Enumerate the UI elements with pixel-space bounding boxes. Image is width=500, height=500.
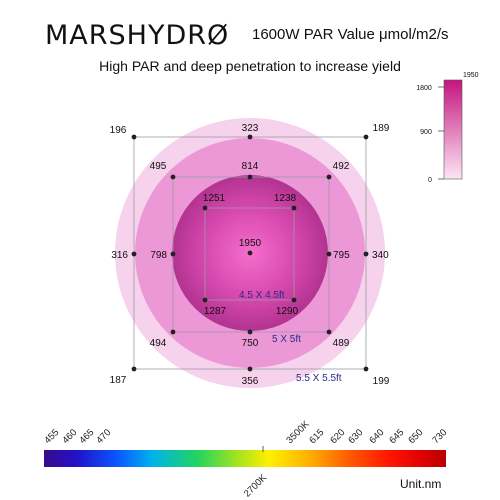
wavelength-label-3500k: 3500K — [284, 418, 312, 446]
par-value-inner-bl: 1287 — [204, 306, 227, 317]
par-point-outer-br — [363, 366, 369, 372]
par-value-center: 1950 — [239, 238, 262, 249]
par-point-outer-left — [131, 251, 137, 257]
legend-tick-0: 0 — [428, 177, 432, 184]
wavelength-label-455: 455 — [42, 427, 61, 446]
par-value-inner-br: 1290 — [276, 306, 299, 317]
par-point-inner-tr — [291, 205, 297, 211]
par-point-mid-tl — [170, 174, 176, 180]
par-point-outer-top — [247, 134, 253, 140]
wavelength-label-650: 650 — [406, 427, 425, 446]
par-value-outer-tr: 189 — [373, 123, 390, 134]
par-point-outer-right — [363, 251, 369, 257]
par-point-mid-right — [326, 251, 332, 257]
legend-max-label: 1950 — [463, 72, 479, 79]
par-points: 1950 1251 1238 1287 1290 814 798 795 750 495 492 49… — [110, 123, 390, 387]
par-point-mid-tr — [326, 174, 332, 180]
par-point-inner-tl — [202, 205, 208, 211]
wavelength-label-460: 460 — [60, 427, 79, 446]
coverage-label-medium: 5 X 5ft — [272, 334, 301, 345]
par-value-outer-right: 340 — [372, 250, 389, 261]
spectrum-unit: Unit.nm — [400, 477, 441, 491]
par-value-mid-right: 795 — [333, 250, 350, 261]
par-point-mid-top — [247, 174, 253, 180]
par-value-mid-left: 798 — [150, 250, 167, 261]
par-point-outer-bl — [131, 366, 137, 372]
par-value-outer-bl: 187 — [110, 375, 127, 386]
par-point-mid-bottom — [247, 329, 253, 335]
wavelength-label-465: 465 — [77, 427, 96, 446]
par-point-outer-tl — [131, 134, 137, 140]
par-value-mid-bl: 494 — [150, 338, 167, 349]
par-point-outer-tr — [363, 134, 369, 140]
par-point-inner-bl — [202, 297, 208, 303]
par-value-inner-tr: 1238 — [274, 193, 297, 204]
par-legend: 1950 1800 900 0 — [416, 72, 478, 184]
chart-subtitle: 1600W PAR Value μmol/m2/s — [252, 26, 449, 43]
par-point-inner-br — [291, 297, 297, 303]
wavelength-label-640: 640 — [367, 427, 386, 446]
legend-gradient-bar — [443, 79, 463, 180]
par-point-outer-bottom — [247, 366, 253, 372]
wavelength-label-645: 645 — [387, 427, 406, 446]
par-value-inner-tl: 1251 — [203, 193, 226, 204]
par-value-mid-br: 489 — [333, 338, 350, 349]
par-value-mid-tl: 495 — [150, 161, 167, 172]
wavelength-label-615: 615 — [307, 427, 326, 446]
coverage-square-small — [204, 207, 295, 301]
par-value-outer-top: 323 — [242, 123, 259, 134]
wavelength-label-470: 470 — [94, 427, 113, 446]
par-value-outer-left: 316 — [111, 250, 128, 261]
par-value-outer-br: 199 — [373, 376, 390, 387]
par-point-mid-br — [326, 329, 332, 335]
par-point-center — [247, 250, 253, 256]
coverage-label-small: 4.5 X 4.5ft — [239, 290, 285, 301]
tagline: High PAR and deep penetration to increas… — [99, 58, 401, 74]
coverage-label-large: 5.5 X 5.5ft — [296, 373, 342, 384]
par-value-outer-tl: 196 — [110, 125, 127, 136]
par-point-mid-left — [170, 251, 176, 257]
par-point-mid-bl — [170, 329, 176, 335]
legend-tick-1800: 1800 — [416, 85, 432, 92]
par-value-mid-tr: 492 — [333, 161, 350, 172]
wavelength-label-730: 730 — [430, 427, 449, 446]
wavelength-label-2700k: 2700K — [242, 472, 270, 500]
wavelength-label-630: 630 — [346, 427, 365, 446]
wavelength-label-620: 620 — [328, 427, 347, 446]
spectrum-bar — [44, 450, 446, 467]
legend-tick-900: 900 — [420, 129, 432, 136]
brand-logo: MARSHYDRØ — [45, 20, 230, 51]
par-value-mid-top: 814 — [242, 161, 259, 172]
par-value-outer-bottom: 356 — [242, 376, 259, 387]
par-value-mid-bottom: 750 — [242, 338, 259, 349]
